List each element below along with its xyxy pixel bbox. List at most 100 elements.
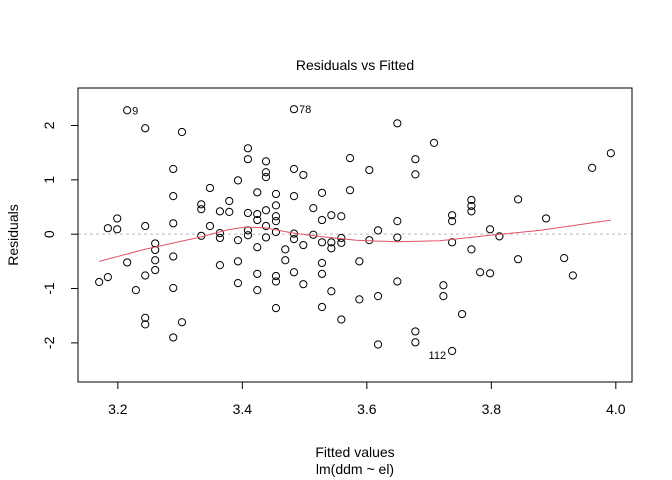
data-point — [365, 165, 374, 175]
data-point — [327, 211, 336, 220]
data-point — [177, 127, 187, 137]
data-point — [141, 271, 150, 280]
data-point — [253, 209, 262, 219]
data-point — [327, 287, 336, 296]
data-point — [411, 327, 420, 336]
data-point — [309, 203, 318, 213]
data-point — [289, 234, 299, 244]
data-point — [151, 245, 160, 255]
data-point — [271, 303, 281, 313]
data-point — [243, 155, 253, 164]
data-point — [429, 138, 439, 147]
plot-frame — [77, 87, 633, 383]
data-point — [205, 221, 215, 231]
data-point — [345, 186, 355, 195]
data-point — [467, 207, 476, 216]
data-point — [225, 196, 234, 206]
data-point — [606, 149, 615, 158]
data-point — [233, 257, 243, 266]
data-point — [513, 255, 523, 264]
data-point — [177, 318, 187, 327]
data-point — [337, 212, 346, 221]
data-point — [448, 211, 457, 220]
data-point — [309, 230, 318, 239]
data-point — [345, 154, 355, 163]
data-point — [225, 207, 234, 217]
data-point — [457, 309, 467, 319]
data-point — [261, 168, 271, 177]
x-axis-sublabel: lm(ddm ~ el) — [316, 461, 394, 477]
data-point — [289, 164, 299, 174]
data-point — [197, 200, 206, 209]
data-point — [253, 215, 262, 225]
data-point — [495, 232, 504, 241]
data-point — [271, 212, 281, 221]
data-point — [141, 313, 150, 322]
data-point — [233, 236, 243, 245]
data-point — [467, 201, 476, 211]
data-point — [411, 155, 420, 164]
data-point — [261, 206, 271, 215]
data-point — [151, 256, 160, 265]
data-point — [233, 278, 243, 288]
data-point — [317, 215, 327, 225]
data-point — [355, 295, 364, 304]
data-point — [271, 201, 281, 210]
data-point — [141, 221, 150, 231]
y-axis-label: Residuals — [5, 204, 21, 265]
point-label: 9 — [132, 105, 138, 117]
data-point — [448, 346, 457, 356]
data-point — [439, 292, 448, 301]
data-point — [271, 277, 281, 286]
data-point — [467, 195, 476, 205]
data-point — [467, 245, 476, 254]
data-point — [299, 280, 308, 289]
data-point — [568, 271, 577, 280]
data-point — [337, 238, 346, 247]
data-point — [243, 231, 253, 240]
y-tick-label: 0 — [41, 230, 57, 238]
y-tick-label: 2 — [41, 121, 57, 129]
data-point — [355, 257, 364, 266]
data-point — [261, 221, 271, 231]
data-point — [271, 227, 281, 237]
data-point — [448, 217, 457, 226]
data-point — [141, 320, 150, 329]
data-point — [299, 170, 308, 180]
data-point — [261, 173, 271, 182]
y-tick-label: -2 — [41, 336, 57, 349]
data-point — [373, 226, 383, 235]
data-point — [215, 233, 225, 243]
data-point — [169, 333, 178, 342]
data-point — [317, 258, 327, 268]
x-tick-label: 3.2 — [108, 401, 128, 417]
chart-title: Residuals vs Fitted — [296, 57, 414, 73]
data-point — [317, 188, 327, 197]
data-point — [271, 271, 281, 281]
data-point — [327, 238, 336, 247]
data-point — [541, 214, 551, 223]
data-point — [289, 105, 299, 114]
data-point — [243, 208, 253, 218]
data-point — [289, 192, 299, 201]
loess-smooth-line — [99, 219, 611, 262]
x-tick-label: 4.0 — [606, 401, 626, 417]
data-point — [299, 240, 308, 250]
data-point — [253, 243, 262, 252]
point-label: 78 — [299, 104, 311, 116]
data-point — [281, 256, 290, 265]
data-point — [485, 269, 495, 278]
data-point — [289, 268, 299, 277]
data-point — [103, 224, 112, 233]
data-point — [439, 281, 448, 290]
data-point — [393, 217, 402, 226]
x-tick-label: 3.4 — [233, 401, 253, 417]
data-point — [253, 269, 262, 278]
data-point — [281, 245, 290, 254]
data-point — [233, 176, 243, 185]
data-point — [513, 195, 523, 204]
data-point — [103, 273, 112, 282]
data-point — [113, 214, 122, 223]
data-point — [169, 192, 178, 201]
